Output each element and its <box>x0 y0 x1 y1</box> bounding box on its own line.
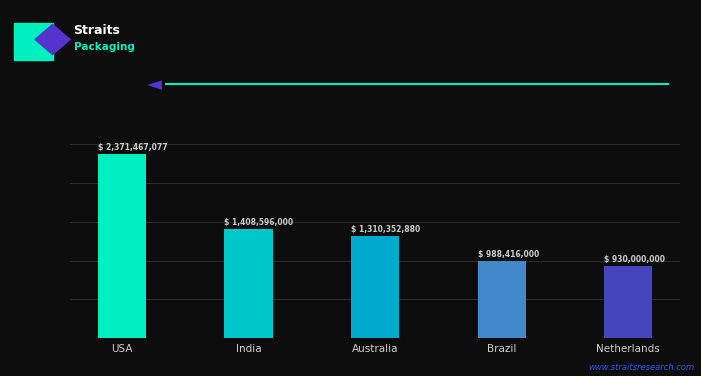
Bar <box>224 229 273 338</box>
Bar <box>351 237 399 338</box>
Bar <box>98 154 146 338</box>
Text: www.straitsresearch.com: www.straitsresearch.com <box>588 363 694 372</box>
Text: ◄: ◄ <box>147 75 162 94</box>
Text: $ 2,371,467,077: $ 2,371,467,077 <box>98 143 168 152</box>
Text: $ 1,408,596,000: $ 1,408,596,000 <box>224 218 294 227</box>
Text: Packaging: Packaging <box>74 42 135 52</box>
Text: $ 988,416,000: $ 988,416,000 <box>477 250 539 259</box>
Text: $ 1,310,352,880: $ 1,310,352,880 <box>351 225 420 234</box>
Bar <box>477 261 526 338</box>
Text: $ 930,000,000: $ 930,000,000 <box>604 255 665 264</box>
Bar <box>604 266 652 338</box>
Text: Straits: Straits <box>74 24 121 37</box>
